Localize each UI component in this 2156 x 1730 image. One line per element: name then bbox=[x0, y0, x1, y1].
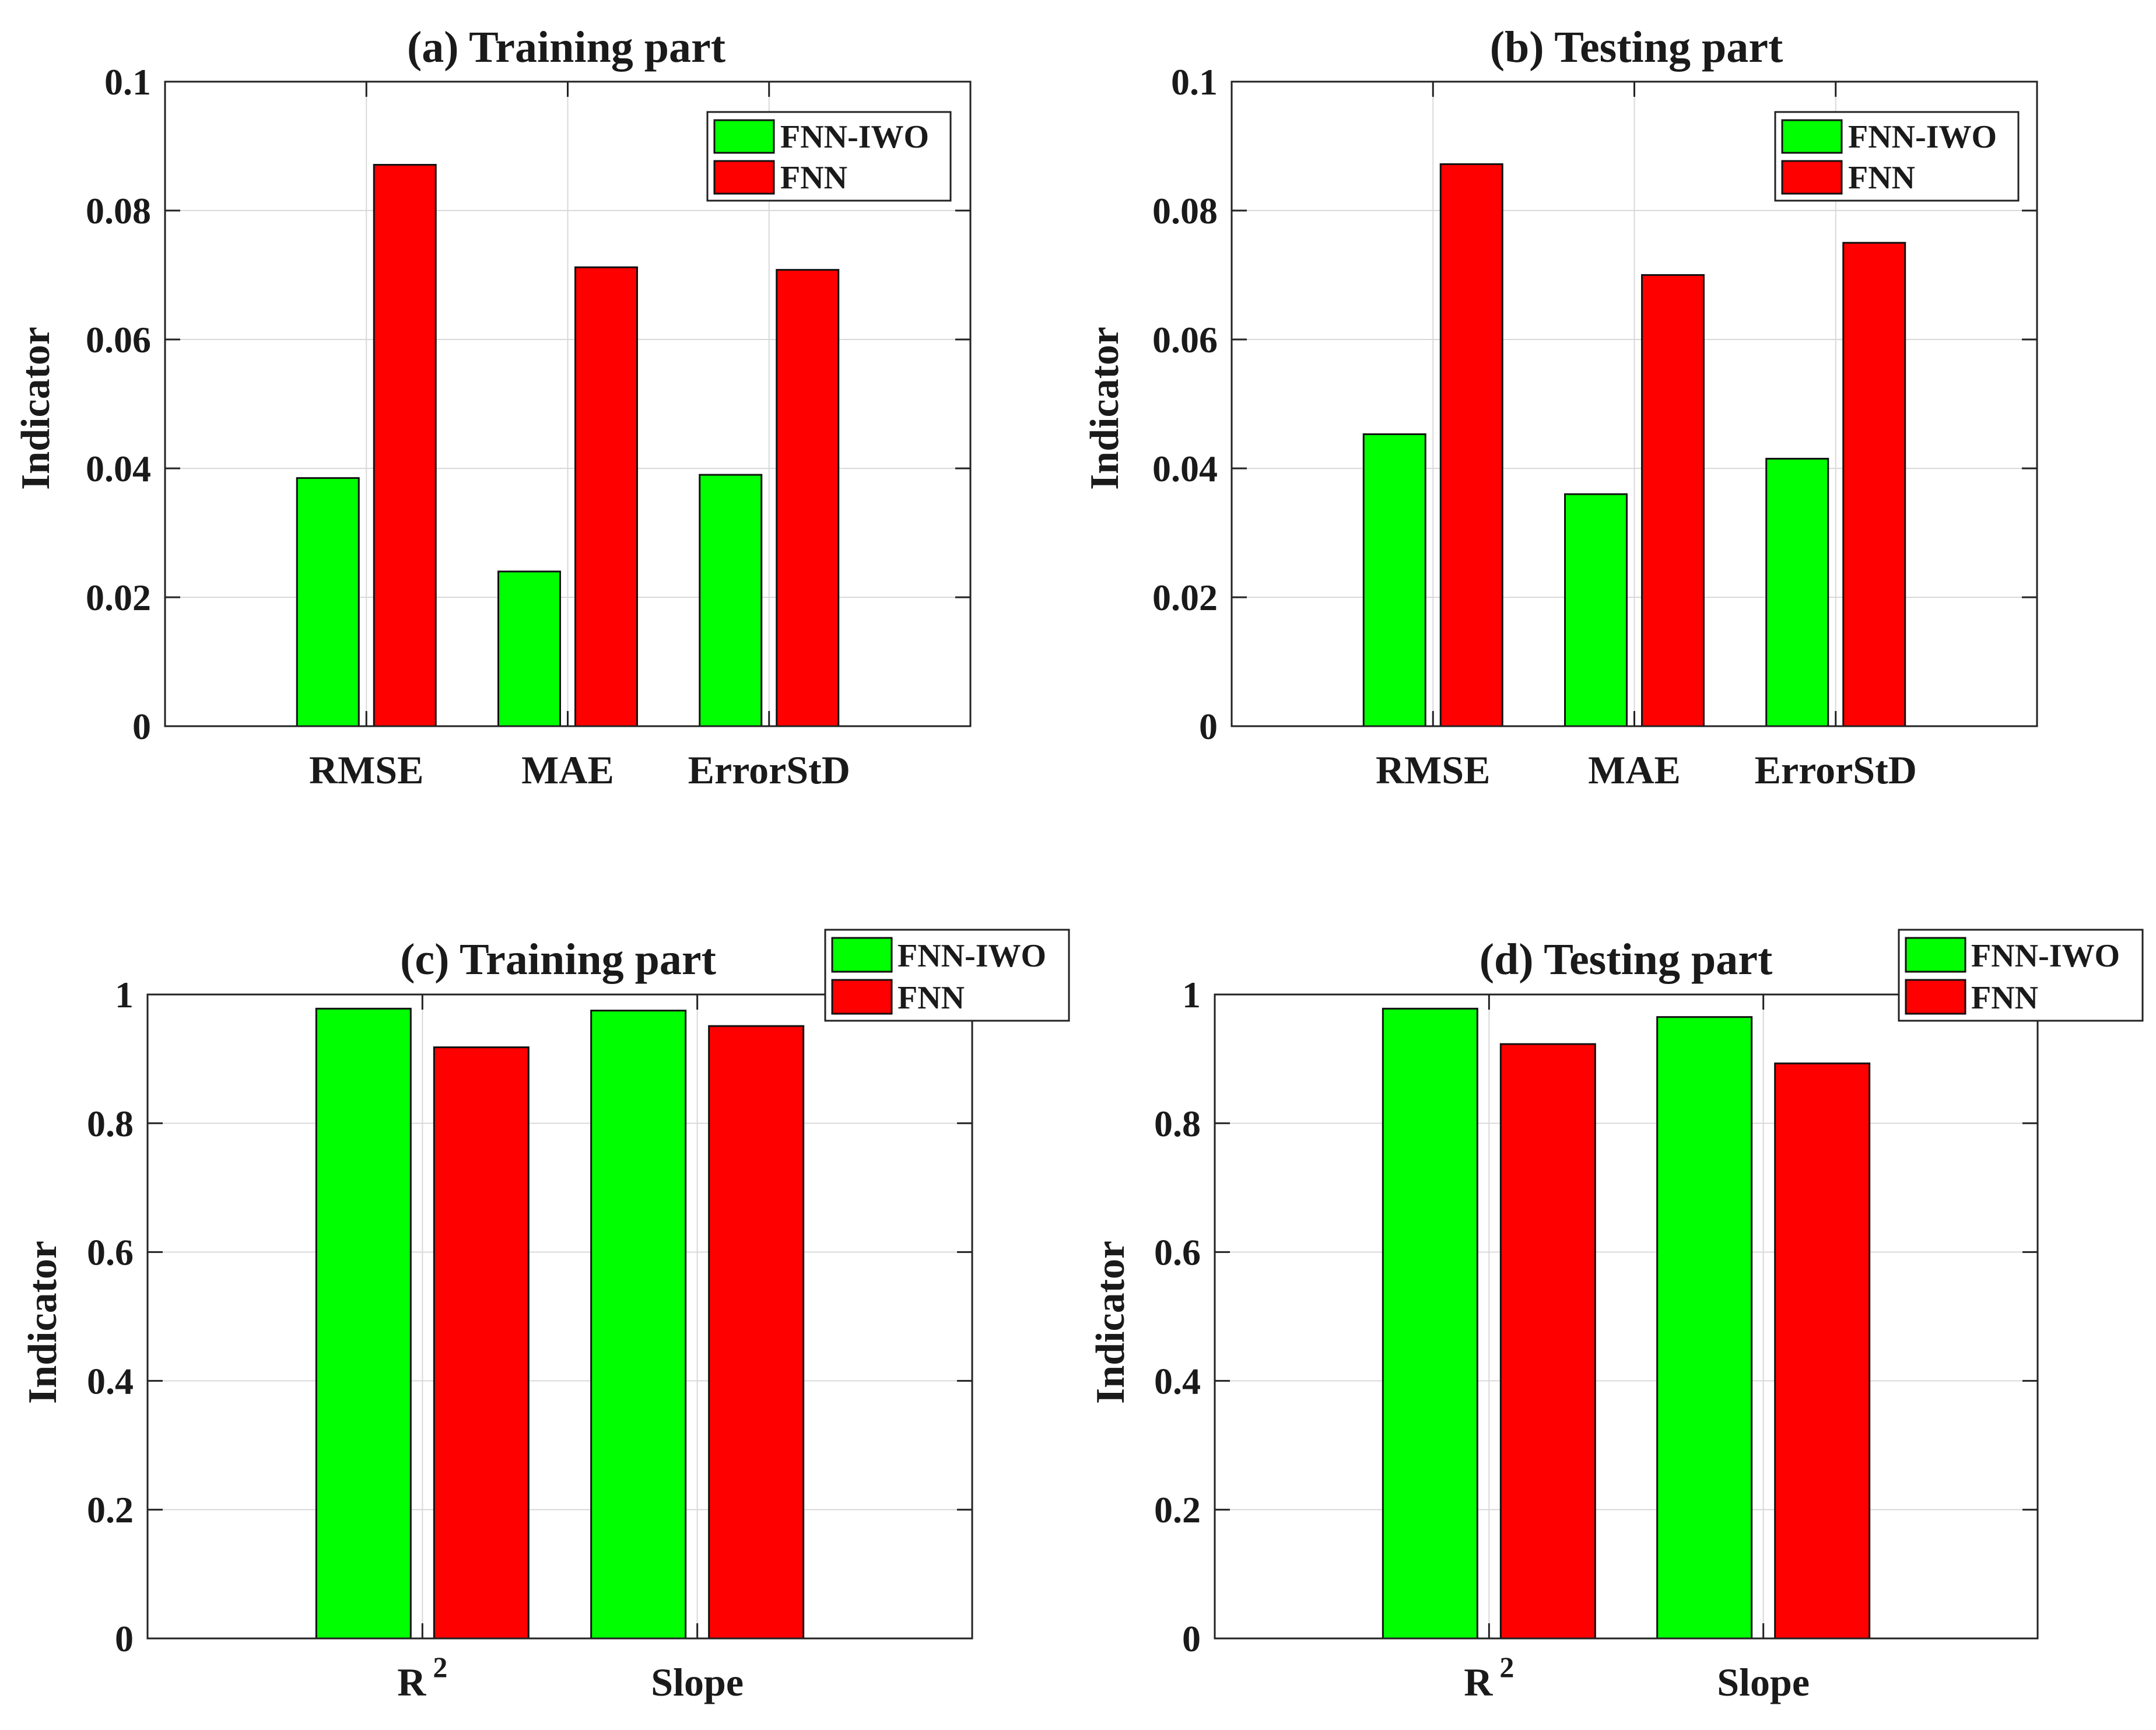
chart-title: (d) Testing part bbox=[1480, 935, 1773, 984]
legend-label: FNN-IWO bbox=[780, 119, 929, 155]
bar-fnn-rmse bbox=[373, 164, 437, 727]
legend-swatch-fnn-iwo bbox=[1781, 119, 1843, 154]
bar-fnn-iwo-mae bbox=[1564, 493, 1628, 727]
y-tick-label: 0 bbox=[1182, 1618, 1201, 1659]
superscript: 2 bbox=[433, 1651, 447, 1683]
legend: FNN-IWO FNN bbox=[824, 929, 1070, 1022]
bar-fnn-errorstd bbox=[1842, 241, 1906, 727]
bar-fnn-iwo-slope bbox=[1656, 1016, 1753, 1640]
bar-fnn-mae bbox=[1641, 274, 1705, 727]
plot-background bbox=[1215, 994, 2038, 1638]
x-tick-label: RMSE bbox=[309, 748, 423, 792]
y-tick-label: 0.6 bbox=[1154, 1232, 1201, 1273]
y-tick-label: 0.4 bbox=[1154, 1360, 1201, 1402]
bar-fnn-mae bbox=[574, 266, 638, 727]
y-tick-label: 0.08 bbox=[86, 190, 151, 232]
x-tick-label: Slope bbox=[651, 1660, 744, 1704]
superscript: 2 bbox=[1499, 1651, 1514, 1683]
plot-frame bbox=[164, 80, 972, 727]
y-tick-label: 0.8 bbox=[1154, 1103, 1201, 1144]
y-tick-label: 0 bbox=[132, 706, 151, 747]
legend-label: FNN-IWO bbox=[898, 938, 1046, 974]
y-tick-label: 0.04 bbox=[86, 448, 151, 489]
y-axis-label: Indicator bbox=[1088, 1241, 1133, 1404]
legend-swatch-fnn bbox=[1905, 979, 1966, 1015]
y-tick-label: 0.02 bbox=[86, 577, 151, 618]
legend-swatch-fnn bbox=[1781, 160, 1843, 195]
legend-swatch-fnn-iwo bbox=[831, 937, 893, 973]
legend-label: FNN-IWO bbox=[1971, 938, 2120, 974]
y-tick-label: 0.1 bbox=[1171, 61, 1218, 103]
bar-fnn-iwo-rmse bbox=[1362, 433, 1426, 727]
legend-swatch-fnn-iwo bbox=[1905, 937, 1966, 973]
legend-label: FNN bbox=[1971, 980, 2038, 1016]
x-tick-label: RMSE bbox=[1376, 748, 1490, 792]
bar-fnn-iwo-r bbox=[1382, 1007, 1478, 1640]
y-tick-label: 0.08 bbox=[1152, 190, 1218, 232]
y-tick-label: 1 bbox=[1182, 974, 1201, 1015]
plot-background bbox=[148, 994, 972, 1638]
y-tick-label: 1 bbox=[115, 974, 134, 1015]
legend-label: FNN bbox=[898, 980, 965, 1016]
x-tick-label: ErrorStD bbox=[1755, 748, 1917, 792]
x-tick-label: MAE bbox=[521, 748, 614, 792]
plot-frame bbox=[146, 993, 973, 1640]
chart-title: (c) Training part bbox=[400, 935, 716, 984]
y-tick-label: 0.4 bbox=[87, 1360, 134, 1402]
bar-fnn-slope bbox=[708, 1025, 805, 1640]
bar-fnn-iwo-mae bbox=[497, 570, 561, 727]
legend-swatch-fnn bbox=[713, 160, 775, 195]
plot-area: 0 0.2 0.4 0.6 0.8 1 R 2 Slope bbox=[1154, 974, 2039, 1704]
legend: FNN-IWO FNN bbox=[1774, 111, 2020, 202]
y-tick-label: 0.06 bbox=[1152, 319, 1218, 360]
plot-frame bbox=[1214, 993, 2039, 1640]
chart-title: (a) Training part bbox=[407, 23, 725, 72]
y-tick-label: 0.06 bbox=[86, 319, 151, 360]
y-axis-label: Indicator bbox=[1082, 327, 1127, 490]
y-axis-label: Indicator bbox=[20, 1241, 65, 1404]
legend: FNN-IWO FNN bbox=[1898, 929, 2144, 1022]
y-tick-label: 0.04 bbox=[1152, 448, 1218, 489]
y-tick-label: 0.6 bbox=[87, 1232, 134, 1273]
panel-a: (a) Training part Indicator 0 0.02 0.04 0.0… bbox=[13, 23, 972, 792]
panel-d: (d) Testing part Indicator 0 0.2 0.4 0.6 0.8… bbox=[1088, 929, 2144, 1704]
plot-area: 0 0.2 0.4 0.6 0.8 1 R 2 Slope bbox=[87, 974, 973, 1704]
bar-fnn-iwo-rmse bbox=[296, 477, 360, 727]
x-tick-label: ErrorStD bbox=[688, 748, 850, 792]
panel-c: (c) Training part Indicator 0 0.2 0.4 0.6 0.… bbox=[20, 929, 1070, 1704]
bar-fnn-errorstd bbox=[776, 269, 840, 727]
x-tick-label: MAE bbox=[1588, 748, 1681, 792]
x-tick-label: Slope bbox=[1717, 1660, 1810, 1704]
plot-frame bbox=[1231, 80, 2038, 727]
bar-fnn-iwo-r bbox=[315, 1007, 412, 1640]
bar-fnn-slope bbox=[1774, 1062, 1871, 1640]
panel-b: (b) Testing part Indicator 0 0.02 0.04 0.06… bbox=[1082, 23, 2038, 792]
bar-fnn-r bbox=[1499, 1043, 1596, 1640]
chart-title: (b) Testing part bbox=[1490, 23, 1783, 72]
legend-label: FNN-IWO bbox=[1848, 119, 1997, 155]
bar-fnn-iwo-errorstd bbox=[699, 474, 763, 727]
bar-fnn-iwo-errorstd bbox=[1765, 457, 1829, 727]
legend-label: FNN bbox=[1848, 160, 1915, 196]
bar-fnn-rmse bbox=[1439, 163, 1503, 727]
legend-swatch-fnn-iwo bbox=[713, 119, 775, 154]
y-axis-label: Indicator bbox=[13, 327, 58, 490]
y-tick-label: 0 bbox=[1199, 706, 1218, 747]
y-tick-label: 0.8 bbox=[87, 1103, 134, 1144]
y-tick-label: 0 bbox=[115, 1618, 134, 1659]
y-tick-label: 0.2 bbox=[87, 1489, 134, 1531]
y-tick-label: 0.2 bbox=[1154, 1489, 1201, 1531]
y-tick-label: 0.02 bbox=[1152, 577, 1218, 618]
bar-fnn-r bbox=[433, 1046, 530, 1640]
y-tick-label: 0.1 bbox=[104, 61, 151, 103]
bar-fnn-iwo-slope bbox=[590, 1010, 687, 1640]
legend-swatch-fnn bbox=[831, 979, 893, 1015]
legend-label: FNN bbox=[780, 160, 847, 196]
legend: FNN-IWO FNN bbox=[706, 111, 952, 202]
